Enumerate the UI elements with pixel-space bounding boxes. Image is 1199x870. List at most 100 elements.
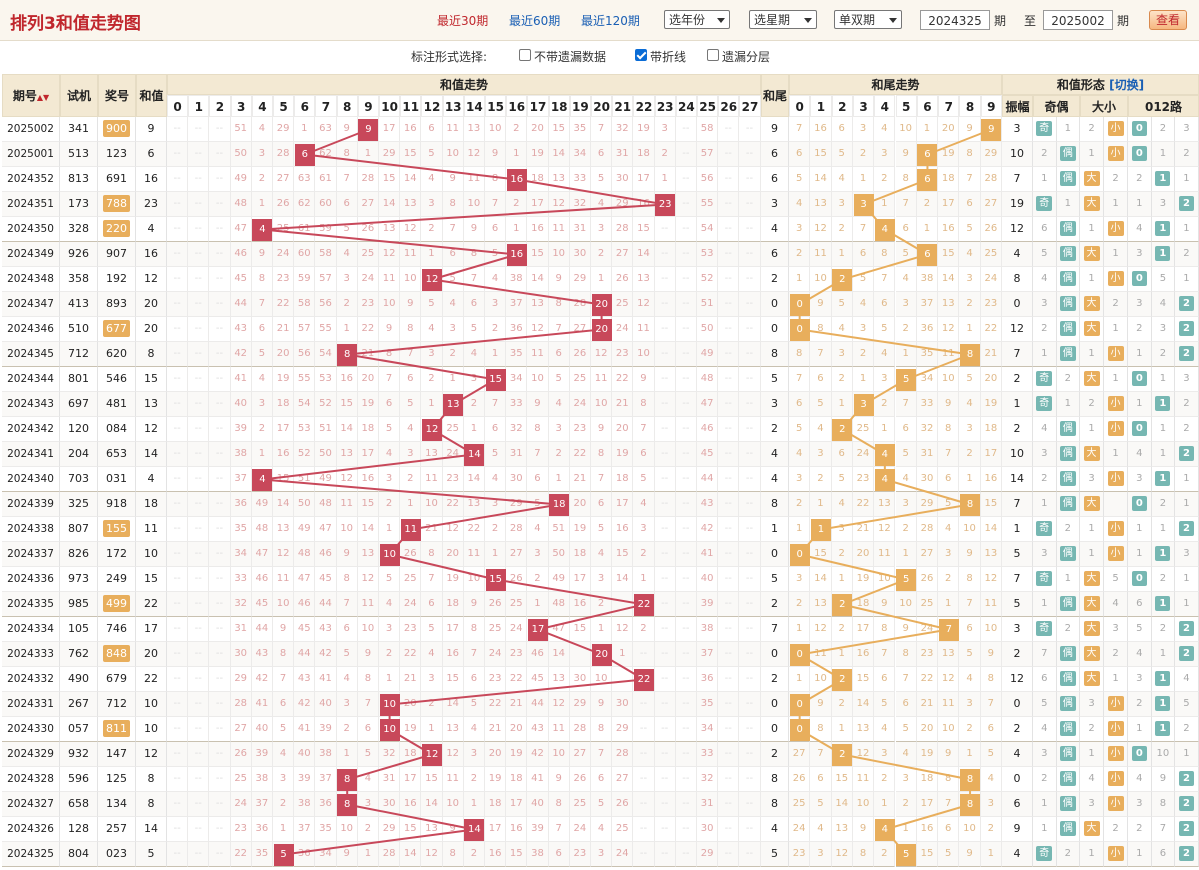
tail-cell: 7 [761, 617, 789, 642]
switch-link[interactable]: [切换] [1109, 78, 1145, 92]
route-cell: 2 [1175, 767, 1199, 792]
issue-cell: 2024340 [2, 467, 60, 492]
trial-cell: 128 [60, 817, 98, 842]
prize-number: 546 [106, 372, 127, 385]
link-recent-30[interactable]: 最近30期 [437, 14, 489, 28]
even-badge: 偶 [1059, 746, 1076, 761]
route-cell: 2 [1175, 142, 1199, 167]
sum-omission-cell: 46 [294, 592, 316, 617]
sum-omission-cell: 31 [379, 767, 401, 792]
odd-even-cell: 偶 [1056, 442, 1080, 467]
odd-badge: 奇 [1036, 621, 1053, 636]
sum-omission-cell: 7 [336, 592, 358, 617]
sum-omission-cell: -- [675, 417, 697, 442]
tail-omission-cell: 26 [916, 567, 939, 592]
sum-omission-cell: 7 [548, 317, 570, 342]
sum-omission-cell: 3 [251, 142, 273, 167]
sum-omission-cell: -- [209, 442, 231, 467]
sum-ball: 12 [422, 743, 442, 766]
big-small-cell: 3 [1104, 617, 1128, 642]
select-odd-even-issue[interactable]: 单双期 [834, 10, 902, 29]
sum-omission-cell: -- [209, 167, 231, 192]
sum-omission-cell: 11 [591, 367, 613, 392]
sum-omission-cell: -- [739, 792, 761, 817]
sum-omission-cell: 47 [315, 517, 337, 542]
sum-omission-cell: -- [675, 342, 697, 367]
sum-omission-cell: 43 [527, 717, 549, 742]
sum-omission-cell: 51 [548, 517, 570, 542]
sum-omission-cell: 16 [400, 117, 422, 142]
big-small-cell: 1 [1080, 342, 1104, 367]
select-weekday[interactable]: 选星期 [749, 10, 817, 29]
sum-omission-cell: 6 [527, 467, 549, 492]
link-recent-60[interactable]: 最近60期 [509, 14, 561, 28]
tail-omission-cell: 23 [980, 292, 1002, 317]
amplitude-cell: 12 [1002, 217, 1033, 242]
route-cell: 2 [1151, 567, 1176, 592]
sum-omission-cell: 2 [379, 642, 401, 667]
tail-omission-cell: 7 [789, 117, 811, 142]
tail-col-header: 4 [874, 95, 896, 117]
route-cell: 9 [1151, 767, 1176, 792]
issue-cell: 2024343 [2, 392, 60, 417]
tail-omission-cell: 6 [938, 817, 960, 842]
tail-col-header: 9 [980, 95, 1002, 117]
checkbox-polyline[interactable] [635, 49, 647, 61]
odd-even-cell: 5 [1033, 242, 1057, 267]
view-button[interactable]: 查看 [1149, 10, 1187, 30]
option-omission-layers-label[interactable]: 遗漏分层 [722, 50, 771, 64]
sum-omission-cell: 9 [591, 692, 613, 717]
issue-cell: 2024330 [2, 717, 60, 742]
checkbox-no-omission[interactable] [519, 49, 531, 61]
tail-omission-cell: 13 [874, 492, 896, 517]
big-small-cell: 5 [1104, 567, 1128, 592]
checkbox-omission-layers[interactable] [707, 49, 719, 61]
sum-omission-cell: -- [675, 217, 697, 242]
sum-omission-cell: 20 [400, 692, 422, 717]
prize-cell: 677 [98, 317, 136, 342]
sum-omission-cell: 10 [463, 567, 485, 592]
tail-omission-cell: 14 [831, 792, 853, 817]
tail-omission-cell: 4 [895, 742, 917, 767]
sum-omission-cell: -- [654, 217, 676, 242]
sum-omission-cell: 9 [463, 217, 485, 242]
sum-omission-cell: 40 [315, 692, 337, 717]
start-issue-input[interactable]: 2024325 [920, 10, 990, 30]
sum-omission-cell: 22 [273, 292, 295, 317]
sum-omission-cell: 13 [421, 442, 443, 467]
sum-omission-cell: 16 [336, 367, 358, 392]
header-issue[interactable]: 期号▲▼ [2, 74, 60, 117]
even-badge: 偶 [1059, 346, 1076, 361]
link-recent-120[interactable]: 最近120期 [581, 14, 640, 28]
sum-omission-cell: 23 [400, 617, 422, 642]
sum-omission-cell: 24 [400, 592, 422, 617]
prize-cell: 848 [98, 642, 136, 667]
end-issue-input[interactable]: 2025002 [1043, 10, 1113, 30]
sort-icon[interactable]: ▲▼ [36, 93, 50, 102]
tail-omission-cell: 1 [789, 267, 811, 292]
sum-omission-cell: 30 [230, 642, 252, 667]
select-year[interactable]: 选年份 [664, 10, 730, 29]
sum-omission-cell: 60 [315, 192, 337, 217]
even-badge: 偶 [1059, 796, 1076, 811]
sum-omission-cell: 29 [569, 692, 591, 717]
sum-omission-cell: 50 [294, 492, 316, 517]
prize-cell: 653 [98, 442, 136, 467]
sum-omission-cell: 32 [230, 592, 252, 617]
big-badge: 大 [1083, 646, 1100, 661]
sum-omission-cell: 10 [633, 342, 655, 367]
tail-omission-cell: 3 [852, 317, 875, 342]
trial-cell: 826 [60, 542, 98, 567]
amplitude-cell: 1 [1002, 517, 1033, 542]
sum-omission-cell: 5 [591, 517, 613, 542]
sum-omission-cell: -- [675, 292, 697, 317]
route-badge: 2 [1178, 346, 1194, 361]
tail-omission-cell: 2 [874, 767, 896, 792]
option-no-omission-label[interactable]: 不带遗漏数据 [534, 50, 607, 64]
sum-omission-cell: 1 [506, 142, 528, 167]
tail-omission-cell: 5 [959, 642, 981, 667]
sum-omission-cell: 18 [485, 792, 507, 817]
option-polyline-label[interactable]: 带折线 [650, 50, 687, 64]
prize-cell: 811 [98, 717, 136, 742]
odd-badge: 奇 [1036, 196, 1053, 211]
